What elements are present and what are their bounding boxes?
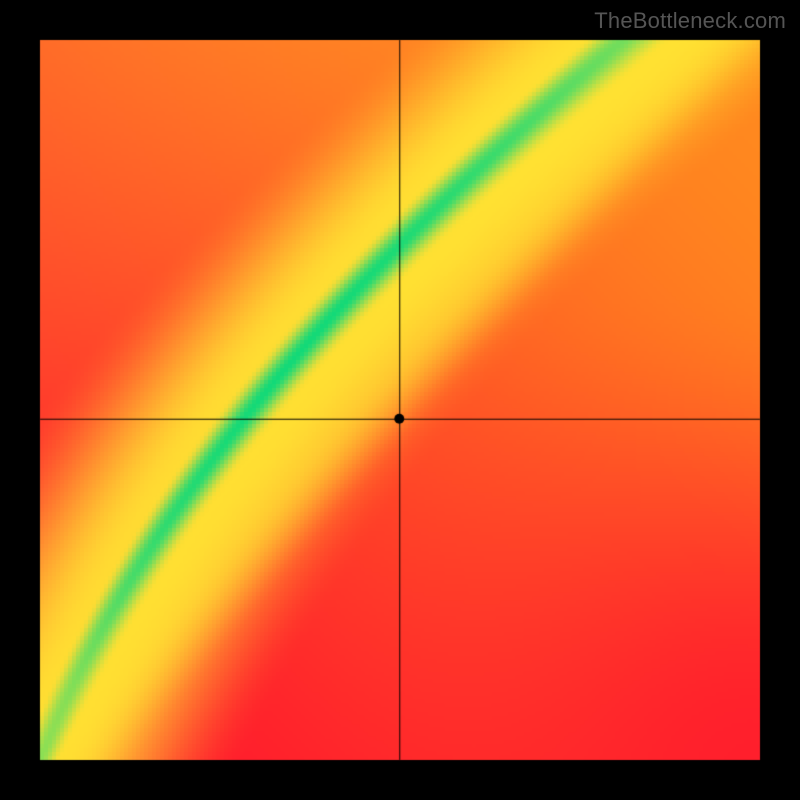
attribution-text: TheBottleneck.com: [594, 8, 786, 34]
crosshair-overlay: [0, 0, 800, 800]
chart-container: { "attribution": "TheBottleneck.com", "c…: [0, 0, 800, 800]
